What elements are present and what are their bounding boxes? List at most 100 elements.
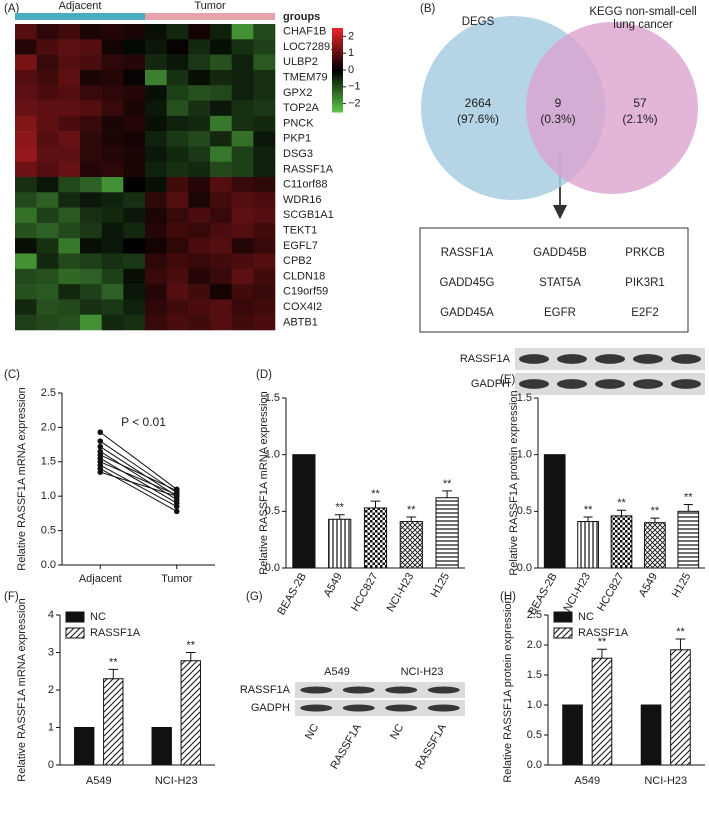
heatmap-cell [123,24,146,40]
legend-label: RASSF1A [90,627,141,639]
y-axis-label: Relative RASSF1A protein expression [502,597,514,782]
venn-percent: (0.3%) [540,112,575,126]
heatmap-cell [101,115,124,132]
pair-line [99,440,178,494]
annotation: P < 0.01 [121,415,166,429]
panel-label: (A) [4,3,20,15]
heatmap-cell [15,69,37,86]
heatmap-cell [166,222,189,239]
colorbar-step [332,78,343,81]
colorbar-step [332,86,343,90]
heatmap-cell [166,161,189,178]
heatmap-cell [101,146,124,162]
heatmap-cell [101,284,124,300]
heatmap-cell [166,115,189,132]
blot-band [671,379,701,389]
heatmap-cell [231,85,254,101]
heatmap-cell [15,177,37,193]
error-bar [616,509,627,516]
significance: ** [598,636,607,648]
significance: ** [443,478,452,490]
heatmap-cell [253,238,276,254]
heatmap-cell [253,131,276,147]
heatmap-cell [15,192,37,208]
gene-name: E2F2 [631,307,659,319]
colorbar-step [332,101,343,105]
y-tick-label: 2.5 [41,387,56,399]
heatmap-cell [58,177,81,193]
panel-label: (G) [246,591,263,603]
row-label: ULBP2 [283,56,318,68]
heatmap-cell [80,222,102,239]
y-tick-label: 0.0 [527,759,542,771]
heatmap-cell [58,131,81,147]
blot-band [633,354,663,364]
colorbar-label: −1 [348,81,361,93]
venn-circle [526,22,698,194]
bar [74,727,95,766]
heatmap-cell [253,253,276,270]
heatmap-cell [101,207,124,224]
x-tick-label: Tumor [161,573,193,585]
colorbar-label: 1 [348,47,354,59]
heatmap-cell [80,177,102,193]
heatmap-cell [15,253,37,270]
heatmap-cell [166,146,189,162]
blot-group-label: A549 [324,666,350,678]
pair-line [99,457,178,504]
heatmap-cell [145,207,167,224]
gene-name: EGFR [544,307,576,319]
colorbar-step [332,38,343,42]
heatmap-cell [36,69,59,86]
heatmap-cell [123,314,146,331]
heatmap-cell [188,284,211,300]
heatmap-cell [101,100,124,117]
error-bar [597,648,607,659]
heatmap-cell [231,100,254,117]
heatmap-cell [166,85,189,101]
significance: ** [584,504,593,516]
heatmap-cell [123,146,146,162]
point [97,469,104,475]
point [173,487,180,494]
heatmap-cell [231,284,254,300]
colorbar-step [332,34,343,37]
y-tick-label: 0.5 [517,505,532,517]
colorbar-label: 0 [348,64,354,76]
heatmap-cell [80,268,102,285]
heatmap-cell [15,100,37,117]
x-tick-label: H125 [429,571,453,600]
colorbar-step [332,49,343,52]
row-label: CPB2 [283,255,312,267]
heatmap-cell [58,268,81,285]
colorbar-step [332,91,343,94]
bar [610,515,633,569]
venn-set-label: DEGS [462,16,495,28]
heatmap-cell [15,222,37,239]
blot-lane-label: NC [388,722,406,742]
heatmap-cell [231,253,254,270]
y-tick-label: 4 [48,609,54,621]
y-tick-label: 1 [48,721,54,733]
blot-row-label: RASSF1A [240,684,291,696]
heatmap-cell [80,253,102,270]
heatmap-cell [210,24,232,40]
heatmap-cell [80,284,102,300]
heatmap-cell [36,54,59,71]
heatmap-cell [253,146,276,162]
blot-band [633,379,663,389]
legend-label: NC [578,611,594,623]
colorbar-step [332,109,343,113]
blot-band [519,379,549,389]
heatmap-cell [145,192,167,208]
heatmap-cell [36,299,59,315]
heatmap-cell [15,268,37,285]
heatmap-cell [80,54,102,71]
blot-row-label: GADPH [471,378,510,390]
bar [328,518,352,569]
pair-line [100,464,177,507]
y-tick-label: 0.5 [265,505,280,517]
heatmap-cell [101,253,124,270]
heatmap-cell [36,39,59,55]
heatmap-cell [188,54,211,71]
